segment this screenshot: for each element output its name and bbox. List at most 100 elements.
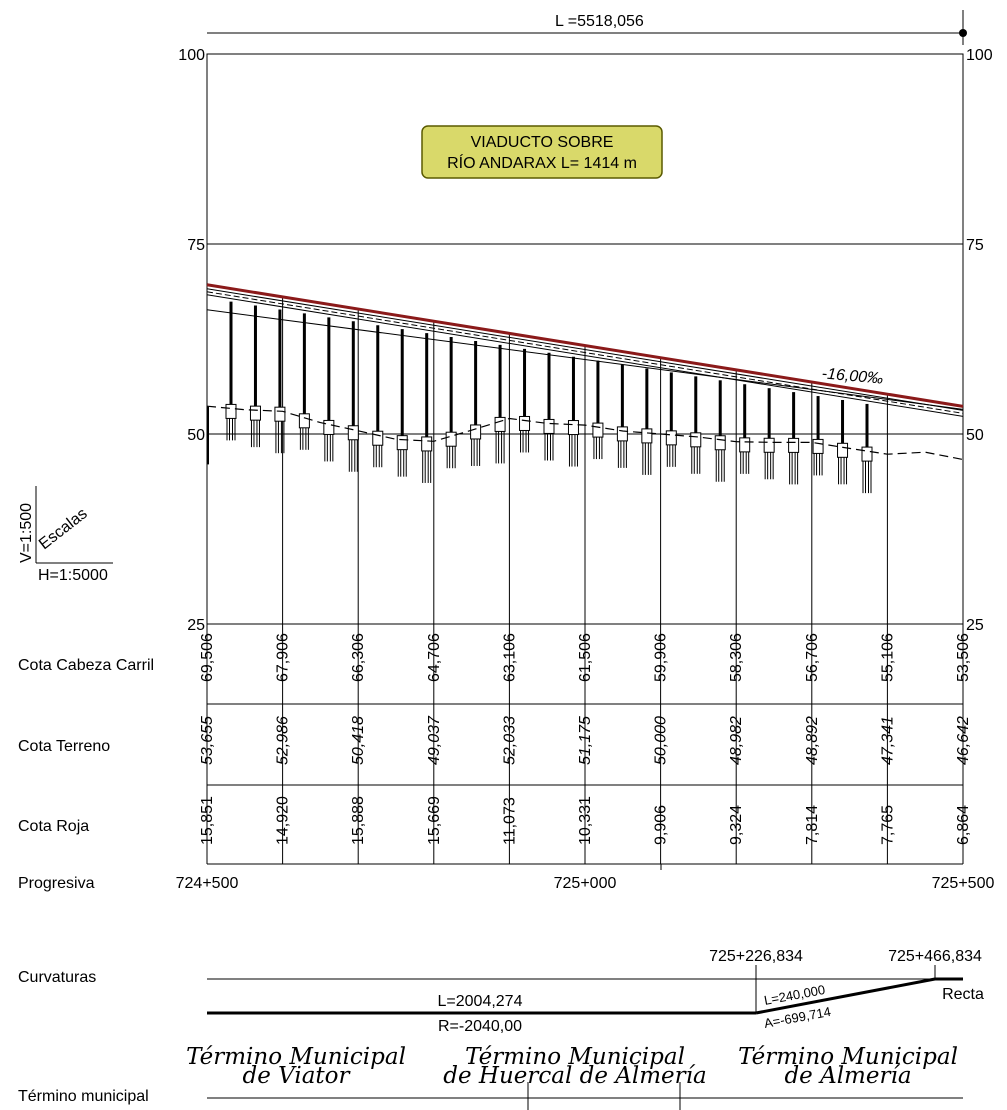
cota-terreno-value: 51,175 xyxy=(577,716,594,765)
tick-label-left-50: 50 xyxy=(187,427,205,444)
pier xyxy=(445,337,457,469)
pier xyxy=(665,372,677,467)
transition-length-label: L=240,000 xyxy=(763,982,827,1008)
pier xyxy=(861,403,873,494)
pier-footing xyxy=(543,418,555,434)
pier xyxy=(567,356,579,467)
tick-label-left-25: 25 xyxy=(187,617,205,634)
band-cota-cabeza-carril: 69,506 67,906 66,306 64,706 63,106 61,506 59,9… xyxy=(199,633,972,682)
cota-terreno-value: 52,033 xyxy=(501,716,518,765)
pier-footing xyxy=(274,406,286,422)
pier xyxy=(837,399,849,485)
row-label-progresiva: Progresiva xyxy=(18,875,95,892)
progresiva-label-start: 724+500 xyxy=(176,875,239,892)
curvature-end-pk: 725+466,834 xyxy=(888,948,982,965)
pier-footing xyxy=(812,438,824,454)
cota-roja-value: 9,324 xyxy=(728,805,745,845)
pier-footing xyxy=(519,415,531,431)
pier-footing xyxy=(396,435,408,451)
pier-footing xyxy=(445,431,457,447)
cota-terreno-value: 47,341 xyxy=(879,716,896,765)
viaduct-label-box xyxy=(421,125,663,179)
pier-footing xyxy=(323,419,335,435)
pier xyxy=(788,392,800,485)
cota-cabeza-carril-value: 63,106 xyxy=(501,633,518,682)
cota-cabeza-carril-value: 59,906 xyxy=(653,633,670,682)
pier xyxy=(249,305,261,448)
total-length-label: L =5518,056 xyxy=(555,13,644,30)
pier-footing xyxy=(641,428,653,444)
scale-vertical-label: V=1:500 xyxy=(18,503,35,563)
tick-label-right-100: 100 xyxy=(966,47,993,64)
tick-label-right-50: 50 xyxy=(966,427,984,444)
pier xyxy=(298,313,310,450)
pier xyxy=(470,340,482,466)
pier xyxy=(396,329,408,477)
curvature-length-label: L=2004,274 xyxy=(438,993,523,1010)
pier-footing xyxy=(421,436,433,452)
structure-line xyxy=(206,309,964,410)
cota-cabeza-carril-value: 61,506 xyxy=(577,633,594,682)
cota-roja-value: 9,906 xyxy=(653,805,670,845)
pier xyxy=(372,325,384,468)
pier-footing xyxy=(592,422,604,438)
pier-footing xyxy=(567,420,579,436)
pier xyxy=(714,380,726,482)
viaduct-label-line2: RÍO ANDARAX L= 1414 m xyxy=(447,153,637,172)
deck-line-1 xyxy=(206,288,964,411)
curvature-transition-line xyxy=(755,977,936,1015)
pier xyxy=(763,388,775,480)
termino-3-line1: Término Municipal xyxy=(738,1044,958,1070)
termino-2-line2: de Huercal de Almería xyxy=(443,1063,706,1089)
curvature-straight-label: Recta xyxy=(942,986,984,1003)
cota-roja-value: 6,864 xyxy=(955,805,972,845)
pier-footing xyxy=(665,430,677,446)
pier xyxy=(543,352,555,461)
progresiva-label-mid: 725+000 xyxy=(554,875,617,892)
scale-title: Escalas xyxy=(36,505,91,553)
slope-label: -16,00‰ xyxy=(821,365,884,387)
cota-terreno-value: 49,037 xyxy=(426,715,443,765)
pier xyxy=(274,309,286,454)
tick-label-left-75: 75 xyxy=(187,237,205,254)
cota-cabeza-carril-value: 67,906 xyxy=(275,633,292,682)
row-label-cota-roja: Cota Roja xyxy=(18,818,89,835)
cota-cabeza-carril-value: 64,706 xyxy=(426,633,443,682)
row-label-termino-municipal: Término municipal xyxy=(18,1088,149,1105)
row-label-cota-terreno: Cota Terreno xyxy=(18,738,110,755)
elevation-tick-labels: 25 25 50 50 75 75 100 100 xyxy=(178,47,993,634)
scale-horizontal-label: H=1:5000 xyxy=(38,567,108,584)
band-cota-terreno: 53,655 52,986 50,418 49,037 52,033 51,175 50,0… xyxy=(199,715,972,765)
transition-param-label: A=-699,714 xyxy=(763,1004,832,1031)
pier xyxy=(812,396,824,476)
viaduct-piers xyxy=(207,301,873,494)
cota-terreno-value: 48,892 xyxy=(804,716,821,765)
pier-footing xyxy=(690,432,702,448)
cota-roja-value: 11,073 xyxy=(501,797,518,845)
pier-footing xyxy=(714,435,726,451)
termino-3-line2: de Almería xyxy=(784,1063,911,1089)
termino-1-line2: de Viator xyxy=(242,1063,351,1089)
pier-footing xyxy=(249,405,261,421)
cota-roja-value: 10,331 xyxy=(577,796,594,845)
row-label-cota-cabeza-carril: Cota Cabeza Carril xyxy=(18,657,154,674)
total-length-end-marker xyxy=(959,29,967,37)
pier-footing xyxy=(347,425,359,441)
pier-footing xyxy=(470,424,482,440)
viaduct-label-line1: VIADUCTO SOBRE xyxy=(471,134,614,151)
cota-roja-value: 15,851 xyxy=(199,796,216,845)
tick-label-right-75: 75 xyxy=(966,237,984,254)
cota-terreno-value: 53,655 xyxy=(199,716,216,765)
pier-footing xyxy=(837,442,849,458)
curvature-radius-label: R=-2040,00 xyxy=(438,1018,522,1035)
band-cota-roja: 15,851 14,920 15,888 15,669 11,073 10,331 9,90… xyxy=(199,796,972,845)
pier-footing xyxy=(225,403,237,419)
cota-terreno-value: 48,982 xyxy=(728,716,745,765)
tick-label-left-100: 100 xyxy=(178,47,205,64)
station-vertical-lines xyxy=(206,285,964,864)
pier xyxy=(421,333,433,483)
cota-cabeza-carril-value: 56,706 xyxy=(804,633,821,682)
deck-line-dashed xyxy=(206,291,964,414)
cota-roja-value: 15,888 xyxy=(350,796,367,845)
